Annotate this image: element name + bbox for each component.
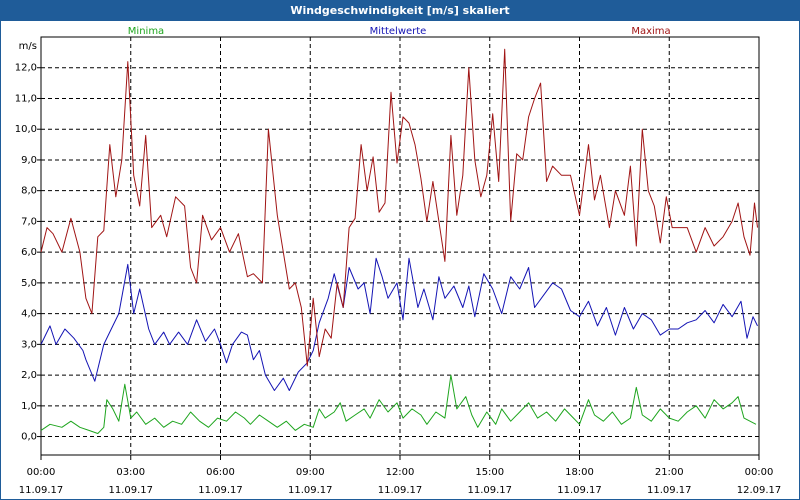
y-tick-label: 11,0 [15,93,37,104]
y-tick-label: 8,0 [21,186,37,197]
y-tick-label: 0,0 [21,432,37,443]
x-tick-time: 00:00 [27,467,56,478]
chart-plot: 0,0 1,0 2,0 3,0 4,0 5,0 6,0 7,0 8,0 9,0 10,0 11,0 12… [15,26,782,496]
x-tick-date: 11.09.17 [467,485,512,496]
y-tick-label: 2,0 [21,370,37,381]
y-tick-label: 7,0 [21,216,37,227]
legend-item-maxima: Maxima [631,26,670,37]
grid [41,37,759,455]
series-line-minima [40,374,757,434]
y-tick-label: 4,0 [21,309,37,320]
chart-title: Windgeschwindigkeit [m/s] skaliert [1,1,799,21]
series-lines [40,48,758,434]
x-tick-date: 11.09.17 [19,485,64,496]
y-axis: 0,0 1,0 2,0 3,0 4,0 5,0 6,0 7,0 8,0 9,0 10,0 11,0 12… [15,41,41,443]
x-tick-time: 00:00 [745,467,774,478]
legend-item-minima: Minima [128,26,164,37]
x-tick-date: 11.09.17 [288,485,333,496]
plot-area [40,36,760,456]
x-tick-time: 12:00 [386,467,415,478]
x-tick-time: 09:00 [296,467,325,478]
y-tick-label: 5,0 [21,278,37,289]
series-line-maxima [40,48,758,367]
y-tick-label: 3,0 [21,339,37,350]
x-tick-date: 11.09.17 [557,485,602,496]
y-tick-label: 10,0 [15,124,37,135]
x-axis: 00:00 11.09.17 03:00 11.09.17 06:00 11.09.17 0… [19,455,782,496]
y-tick-label: 6,0 [21,247,37,258]
y-tick-label: 12,0 [15,63,37,74]
x-tick-date: 11.09.17 [647,485,692,496]
x-tick-time: 03:00 [116,467,145,478]
y-axis-unit: m/s [19,41,37,52]
y-tick-label: 9,0 [21,155,37,166]
x-tick-date: 11.09.17 [198,485,243,496]
x-tick-time: 21:00 [655,467,684,478]
y-tick-label: 1,0 [21,401,37,412]
series-line-mittelwerte [40,257,758,391]
x-tick-date: 11.09.17 [378,485,423,496]
x-tick-time: 18:00 [565,467,594,478]
x-tick-time: 15:00 [475,467,504,478]
legend-item-mittelwerte: Mittelwerte [370,26,427,37]
legend: Minima Mittelwerte Maxima [128,26,671,37]
x-tick-date: 12.09.17 [737,485,782,496]
x-tick-time: 06:00 [206,467,235,478]
x-tick-date: 11.09.17 [108,485,153,496]
